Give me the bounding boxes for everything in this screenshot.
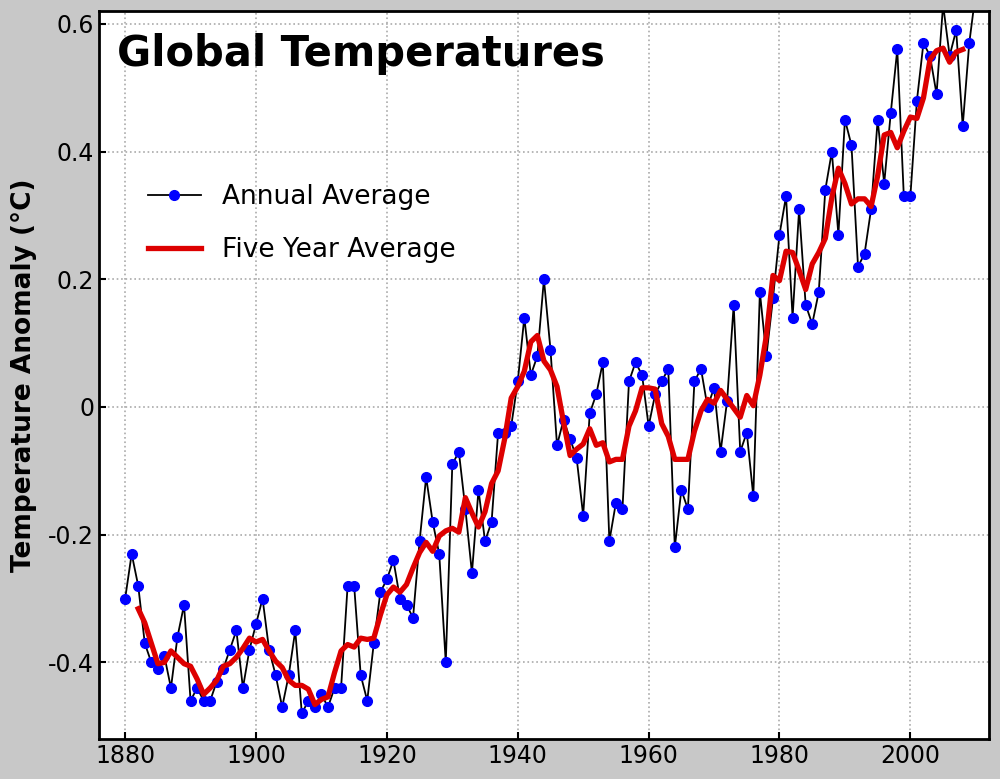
Line: Five Year Average: Five Year Average [138,48,963,704]
Text: Global Temperatures: Global Temperatures [117,33,605,75]
Five Year Average [630,406,642,415]
Five Year Average [957,44,969,54]
Legend: Annual Average, Five Year Average: Annual Average, Five Year Average [148,185,455,263]
Five Year Average [832,164,844,173]
Annual Average [787,313,799,323]
Five Year Average [616,455,628,464]
Y-axis label: Temperature Anomaly (°C): Temperature Anomaly (°C) [11,178,37,572]
Five Year Average [132,604,144,613]
Five Year Average [171,653,183,662]
Annual Average [296,709,308,718]
Annual Average [656,377,668,386]
Annual Average [270,671,282,680]
Annual Average [610,498,622,507]
Annual Average [754,287,766,297]
Five Year Average [904,112,916,122]
Annual Average [152,664,164,674]
Five Year Average [937,44,949,53]
Five Year Average [309,700,321,709]
Line: Annual Average: Annual Average [120,0,981,718]
Five Year Average [662,432,674,441]
Annual Average [119,594,131,603]
